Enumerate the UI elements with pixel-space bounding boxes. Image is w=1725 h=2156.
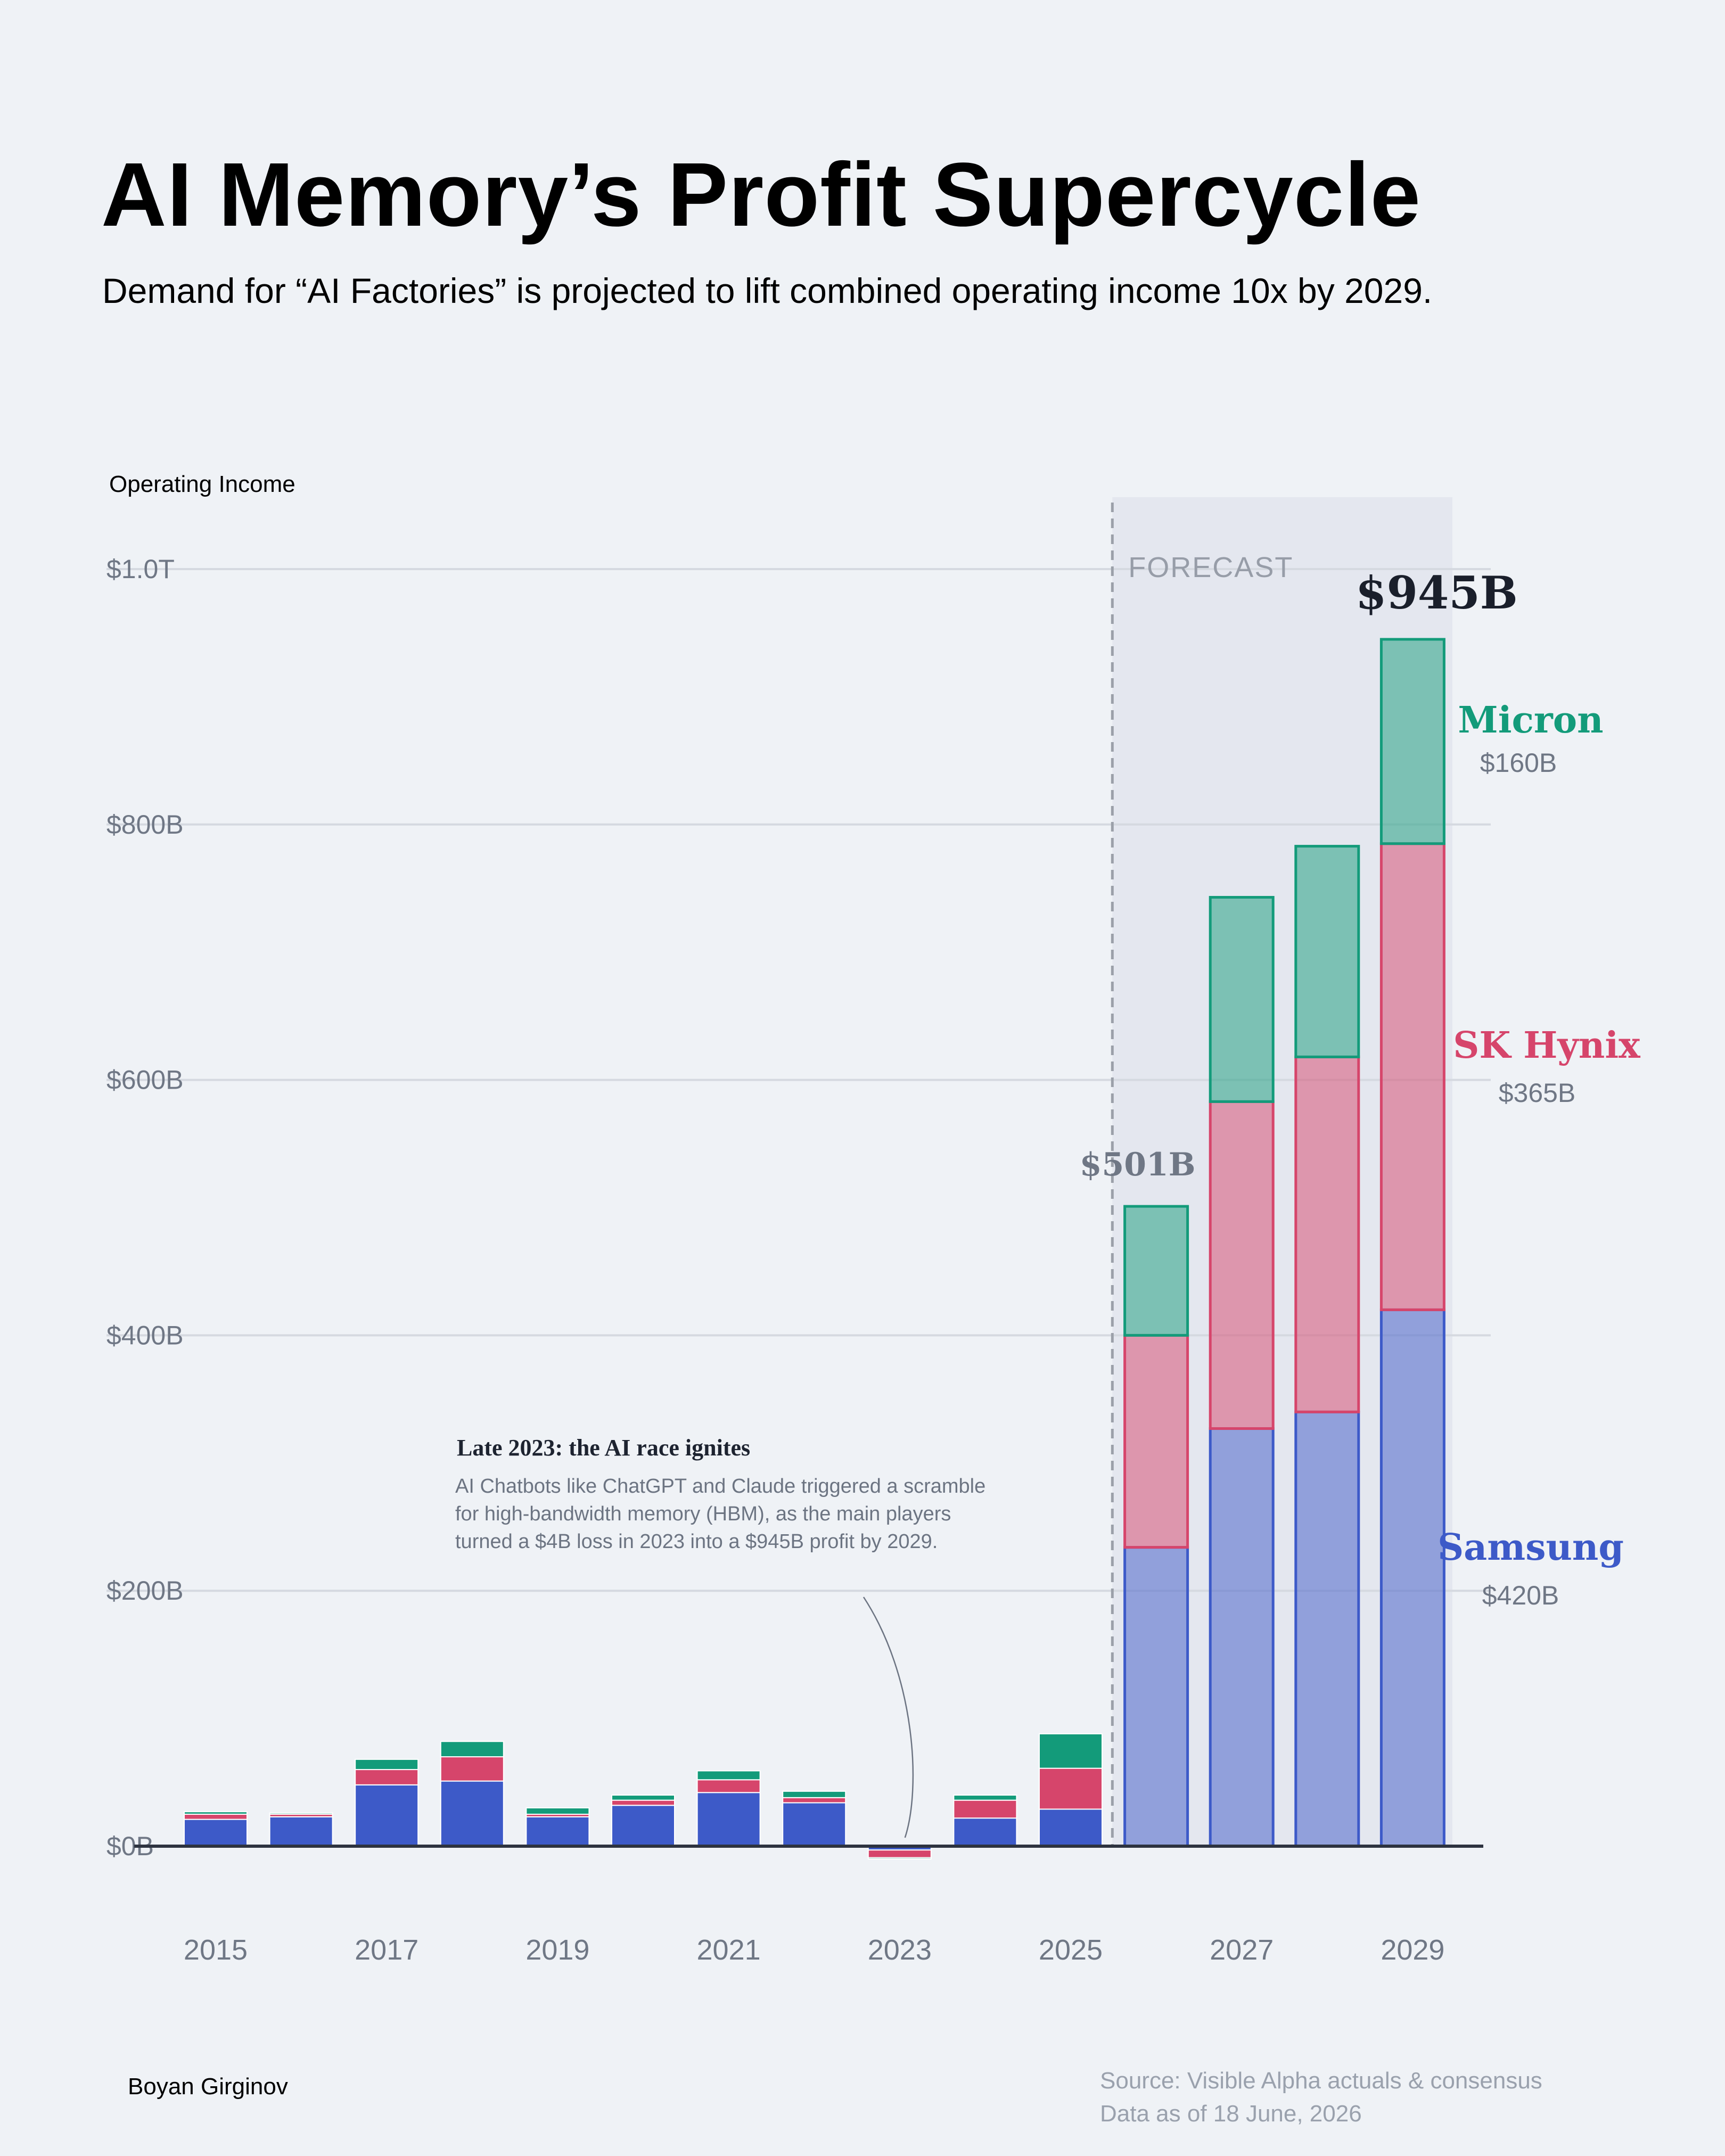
bar-samsung-2019 [525,1816,590,1847]
bar-sk_hynix-2018 [440,1756,504,1782]
y-axis-title: Operating Income [109,471,295,497]
data-date-line: Data as of 18 June, 2026 [1100,2101,1362,2127]
y-tick-label: $1.0T [106,554,175,584]
annotation: Late 2023: the AI race ignites AI Chatbo… [455,1435,985,1838]
total-label-2029: $945B [1356,566,1518,619]
bar-samsung-2028 [1294,1410,1360,1848]
x-tick-label: 2015 [184,1934,248,1966]
author-credit: Boyan Girginov [128,2073,288,2100]
x-tick-label: 2019 [525,1934,589,1966]
x-tick-label: 2027 [1210,1934,1274,1966]
bar-samsung-2021 [696,1792,761,1847]
annotation-line: AI Chatbots like ChatGPT and Claude trig… [455,1475,985,1497]
bar-samsung-2018 [440,1780,504,1847]
bar-sk_hynix-2025 [1039,1767,1103,1810]
bar-sk_hynix-2026 [1123,1334,1189,1549]
source-line: Source: Visible Alpha actuals & consensu… [1100,2068,1542,2094]
bar-sk_hynix-2015 [184,1814,248,1820]
bar-micron-2020 [611,1795,675,1801]
series-value-sk_hynix: $365B [1499,1078,1576,1108]
bars [184,638,1445,1859]
bar-samsung-2015 [184,1818,248,1847]
bar-samsung-2024 [953,1817,1017,1847]
bar-samsung-2026 [1123,1546,1189,1848]
bar-sk_hynix-2017 [355,1769,419,1785]
x-tick-label: 2029 [1381,1934,1444,1966]
x-axis-ticks: 2015 2017 2019 2021 2023 2025 2027 2029 [184,1934,1445,1966]
series-end-labels: Micron $160B SK Hynix $365B Samsung $420B [1438,699,1640,1610]
bar-micron-2026 [1123,1205,1189,1337]
bar-micron-2021 [696,1770,761,1781]
chart-title: AI Memory’s Profit Supercycle [101,144,1422,245]
bar-samsung-2020 [611,1805,675,1847]
bar-micron-2029 [1379,638,1445,845]
chart-subtitle: Demand for “AI Factories” is projected t… [102,271,1433,310]
bar-micron-2017 [355,1758,419,1771]
bar-micron-2015 [184,1811,248,1815]
bar-samsung-2016 [269,1816,333,1847]
bar-samsung-2022 [782,1802,847,1847]
source-note: Source: Visible Alpha actuals & consensu… [1100,2064,1542,2130]
bar-sk_hynix-2023 [867,1849,932,1858]
y-axis-ticks: $0B$200B$400B$600B$800B$1.0T [106,554,184,1861]
bar-micron-2024 [953,1795,1017,1801]
x-tick-label: 2017 [355,1934,418,1966]
bar-samsung-2029 [1379,1308,1445,1848]
bar-samsung-2025 [1039,1808,1103,1847]
series-label-sk_hynix: SK Hynix [1453,1024,1640,1067]
bar-samsung-2027 [1209,1427,1275,1848]
bar-micron-2023 [867,1857,932,1859]
series-label-micron: Micron [1458,699,1603,742]
total-label-2026: $501B [1080,1146,1196,1183]
bar-sk_hynix-2029 [1379,842,1445,1311]
bar-sk_hynix-2021 [696,1779,761,1793]
bar-micron-2016 [269,1812,333,1815]
bar-samsung-2017 [355,1784,419,1847]
total-labels: $501B $945B [1080,566,1518,1183]
bar-micron-2025 [1039,1733,1103,1769]
bar-sk_hynix-2024 [953,1799,1017,1819]
bar-micron-2018 [440,1741,504,1758]
y-tick-label: $200B [106,1576,184,1606]
series-value-samsung: $420B [1482,1581,1559,1610]
annotation-leader-line [862,1597,914,1838]
bar-micron-2027 [1209,896,1275,1103]
forecast-label: FORECAST [1128,552,1293,583]
bar-sk_hynix-2022 [782,1797,847,1804]
y-tick-label: $600B [106,1065,184,1095]
annotation-line: turned a $4B loss in 2023 into a $945B p… [455,1530,938,1553]
y-tick-label: $800B [106,810,184,840]
bar-sk_hynix-2027 [1209,1100,1275,1430]
annotation-line: for high-bandwidth memory (HBM), as the … [455,1503,951,1525]
bar-micron-2022 [782,1790,847,1798]
x-tick-label: 2025 [1039,1934,1103,1966]
bar-micron-2028 [1294,845,1360,1058]
x-tick-label: 2023 [868,1934,932,1966]
y-tick-label: $400B [106,1320,184,1350]
series-label-samsung: Samsung [1438,1526,1624,1569]
bar-sk_hynix-2020 [611,1799,675,1806]
annotation-title: Late 2023: the AI race ignites [457,1435,750,1461]
bar-micron-2019 [525,1807,590,1815]
series-value-micron: $160B [1480,748,1557,778]
bar-sk_hynix-2028 [1294,1055,1360,1413]
x-tick-label: 2021 [697,1934,761,1966]
